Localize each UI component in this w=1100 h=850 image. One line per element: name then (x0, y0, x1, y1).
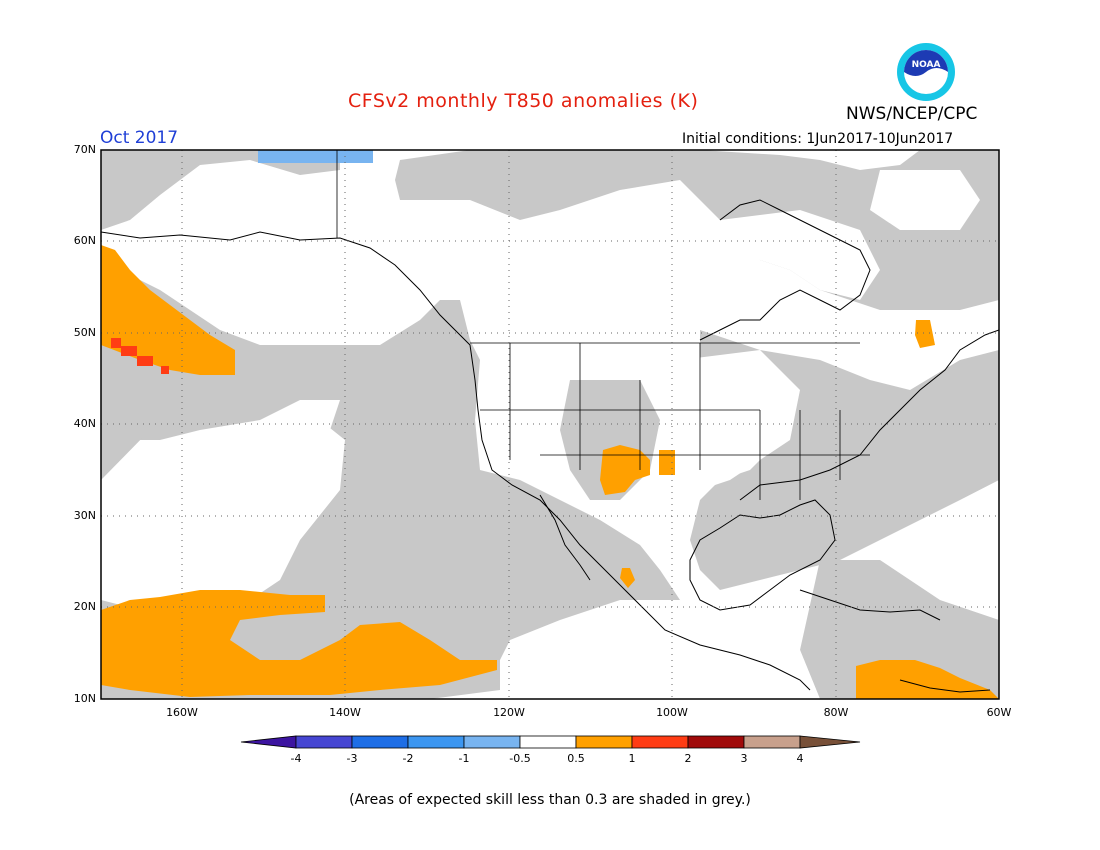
lon-label: 80W (823, 706, 849, 719)
colorbar-tick-label: 3 (740, 752, 748, 765)
lat-label: 60N (73, 234, 96, 247)
initial-conditions: Initial conditions: 1Jun2017-10Jun2017 (682, 131, 954, 147)
lon-label: 120W (493, 706, 525, 719)
colorbar-tick-label: -2 (402, 752, 414, 765)
lat-label: 30N (73, 509, 96, 522)
colorbar-tick-label: 4 (796, 752, 804, 765)
cool-anomaly (258, 150, 373, 163)
colorbar-tick-label: -1 (458, 752, 470, 765)
political-borders (336, 150, 870, 500)
chart-title: CFSv2 monthly T850 anomalies (K) (348, 90, 699, 112)
forecast-month: Oct 2017 (100, 128, 179, 148)
noaa-logo: NOAA (897, 43, 955, 101)
lat-label: 50N (73, 326, 96, 339)
colorbar-tick-label: -4 (290, 752, 302, 765)
logo-text: NOAA (912, 60, 941, 70)
colorbar-tick-label: 1 (628, 752, 636, 765)
lat-label: 20N (73, 600, 96, 613)
colorbar-tick-label: 2 (684, 752, 692, 765)
lat-label: 70N (73, 143, 96, 156)
white-regions (101, 150, 980, 699)
map-frame (100, 149, 1000, 700)
coastlines (101, 199, 999, 693)
colorbar-tick-label: 0.5 (567, 752, 585, 765)
lon-label: 60W (986, 706, 1012, 719)
lat-label: 40N (73, 417, 96, 430)
lon-label: 140W (329, 706, 361, 719)
colorbar-tick-label: -0.5 (509, 752, 531, 765)
warm-anomaly-regions (101, 245, 999, 699)
colorbar (240, 735, 861, 749)
lon-label: 160W (166, 706, 198, 719)
colorbar-tick-label: -3 (346, 752, 358, 765)
lon-label: 100W (656, 706, 688, 719)
lat-label: 10N (73, 692, 96, 705)
skill-footnote: (Areas of expected skill less than 0.3 a… (349, 792, 751, 808)
strong-warm-anomaly (111, 338, 169, 374)
agency-label: NWS/NCEP/CPC (846, 104, 978, 124)
